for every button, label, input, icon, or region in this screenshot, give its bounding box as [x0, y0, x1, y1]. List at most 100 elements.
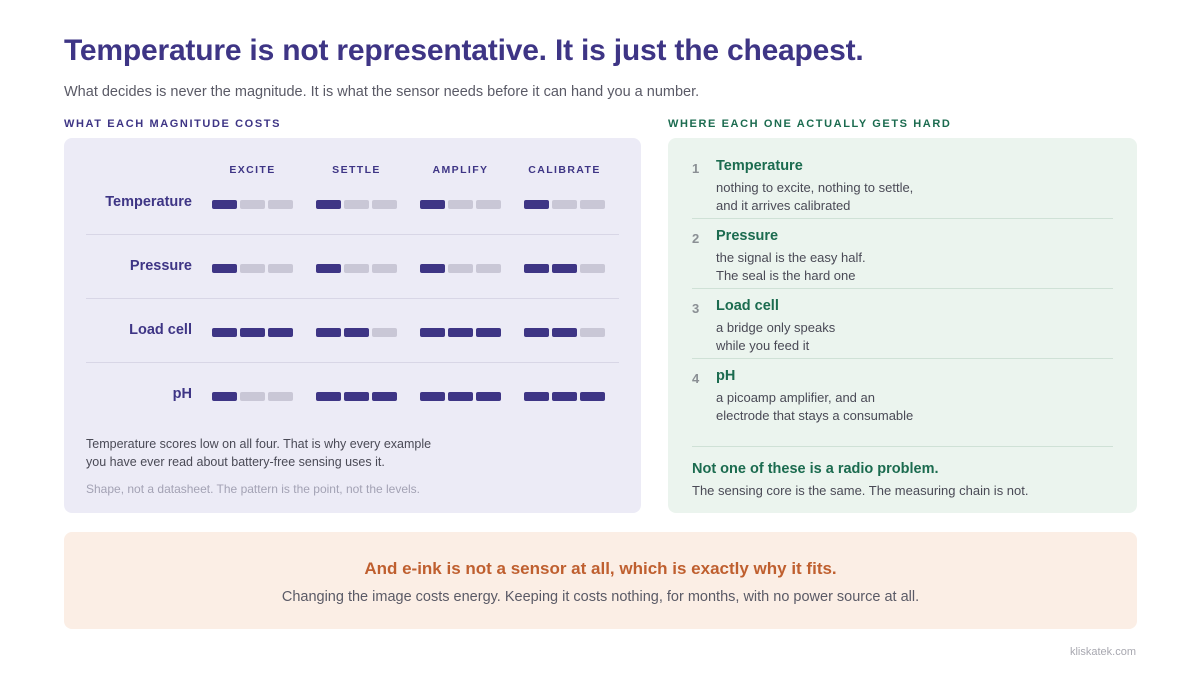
- level-segment-filled: [552, 328, 577, 337]
- level-segment-empty: [580, 264, 605, 273]
- row-label-pressure: Pressure: [129, 258, 192, 274]
- level-segment-filled: [448, 392, 473, 401]
- hard-panel-conclusion: Not one of these is a radio problem.: [692, 461, 939, 477]
- level-segment-filled: [344, 328, 369, 337]
- level-indicator: [212, 328, 293, 337]
- row-label-load-cell: Load cell: [129, 322, 192, 338]
- level-indicator: [420, 200, 501, 209]
- level-segment-filled: [212, 328, 237, 337]
- item-number: 2: [692, 231, 700, 246]
- level-segment-filled: [524, 392, 549, 401]
- costs-note: Temperature scores low on all four. That…: [86, 435, 431, 471]
- level-segment-filled: [372, 392, 397, 401]
- column-header-amplify: AMPLIFY: [432, 164, 489, 176]
- item-title: pH: [716, 368, 736, 384]
- level-segment-empty: [344, 264, 369, 273]
- item-description-line: while you feed it: [716, 338, 810, 353]
- costs-note-line: you have ever read about battery-free se…: [86, 455, 385, 469]
- item-description: a picoamp amplifier, and an electrode th…: [716, 389, 913, 425]
- section-label-costs: WHAT EACH MAGNITUDE COSTS: [64, 118, 282, 130]
- level-segment-filled: [212, 264, 237, 273]
- item-divider: [692, 288, 1113, 289]
- level-segment-empty: [372, 328, 397, 337]
- level-segment-filled: [476, 392, 501, 401]
- item-description: the signal is the easy half. The seal is…: [716, 249, 866, 285]
- level-segment-filled: [212, 200, 237, 209]
- item-title: Temperature: [716, 158, 803, 174]
- row-divider: [86, 362, 619, 363]
- section-label-hard: WHERE EACH ONE ACTUALLY GETS HARD: [668, 118, 952, 130]
- level-segment-empty: [268, 392, 293, 401]
- level-segment-empty: [268, 264, 293, 273]
- row-label-temperature: Temperature: [105, 194, 192, 210]
- level-indicator: [316, 264, 397, 273]
- level-segment-filled: [524, 200, 549, 209]
- level-segment-filled: [524, 264, 549, 273]
- banner-title: And e-ink is not a sensor at all, which …: [364, 559, 837, 578]
- footer-site: kliskatek.com: [1069, 646, 1136, 658]
- level-segment-filled: [316, 264, 341, 273]
- level-indicator: [524, 392, 605, 401]
- level-segment-filled: [552, 392, 577, 401]
- level-segment-filled: [316, 200, 341, 209]
- level-segment-empty: [372, 264, 397, 273]
- level-segment-empty: [476, 264, 501, 273]
- item-number: 1: [692, 161, 700, 176]
- level-segment-filled: [420, 328, 445, 337]
- item-description-line: The seal is the hard one: [716, 268, 856, 283]
- level-segment-filled: [316, 328, 341, 337]
- item-title: Load cell: [716, 298, 779, 314]
- level-segment-empty: [372, 200, 397, 209]
- item-title: Pressure: [716, 228, 779, 244]
- item-description-line: the signal is the easy half.: [716, 250, 866, 265]
- item-divider: [692, 446, 1113, 447]
- level-indicator: [316, 328, 397, 337]
- item-description-line: nothing to excite, nothing to settle,: [716, 180, 914, 195]
- level-indicator: [524, 264, 605, 273]
- hard-panel-conclusion-text: The sensing core is the same. The measur…: [692, 483, 1029, 498]
- page-subtitle: What decides is never the magnitude. It …: [64, 84, 700, 100]
- level-segment-filled: [420, 200, 445, 209]
- level-segment-filled: [476, 328, 501, 337]
- level-indicator: [212, 392, 293, 401]
- eink-banner: And e-ink is not a sensor at all, which …: [64, 532, 1137, 629]
- level-segment-filled: [524, 328, 549, 337]
- row-divider: [86, 298, 619, 299]
- level-segment-empty: [240, 392, 265, 401]
- item-description: nothing to excite, nothing to settle, an…: [716, 179, 913, 215]
- column-header-calibrate: CALIBRATE: [528, 164, 601, 176]
- level-segment-filled: [580, 392, 605, 401]
- banner-text: Changing the image costs energy. Keeping…: [281, 589, 920, 605]
- level-segment-filled: [344, 392, 369, 401]
- item-description-line: electrode that stays a consumable: [716, 408, 914, 423]
- item-description: a bridge only speaks while you feed it: [716, 319, 835, 355]
- level-segment-filled: [240, 328, 265, 337]
- level-segment-empty: [476, 200, 501, 209]
- level-segment-filled: [420, 392, 445, 401]
- level-segment-empty: [240, 264, 265, 273]
- hard-panel: 1 Temperature nothing to excite, nothing…: [668, 138, 1137, 513]
- level-segment-empty: [552, 200, 577, 209]
- level-indicator: [420, 264, 501, 273]
- level-indicator: [524, 328, 605, 337]
- level-segment-empty: [344, 200, 369, 209]
- level-segment-filled: [448, 328, 473, 337]
- item-number: 4: [692, 371, 700, 386]
- costs-disclaimer: Shape, not a datasheet. The pattern is t…: [86, 482, 421, 496]
- level-segment-filled: [268, 328, 293, 337]
- column-header-settle: SETTLE: [332, 164, 381, 176]
- item-divider: [692, 218, 1113, 219]
- level-indicator: [212, 200, 293, 209]
- level-segment-filled: [316, 392, 341, 401]
- level-indicator: [420, 392, 501, 401]
- item-description-line: a picoamp amplifier, and an: [716, 390, 875, 405]
- level-indicator: [316, 392, 397, 401]
- item-number: 3: [692, 301, 700, 316]
- level-indicator: [420, 328, 501, 337]
- level-indicator: [316, 200, 397, 209]
- level-indicator: [212, 264, 293, 273]
- level-segment-empty: [448, 200, 473, 209]
- row-label-ph: pH: [172, 386, 192, 402]
- item-description-line: a bridge only speaks: [716, 320, 836, 335]
- page-title: Temperature is not representative. It is…: [64, 34, 864, 67]
